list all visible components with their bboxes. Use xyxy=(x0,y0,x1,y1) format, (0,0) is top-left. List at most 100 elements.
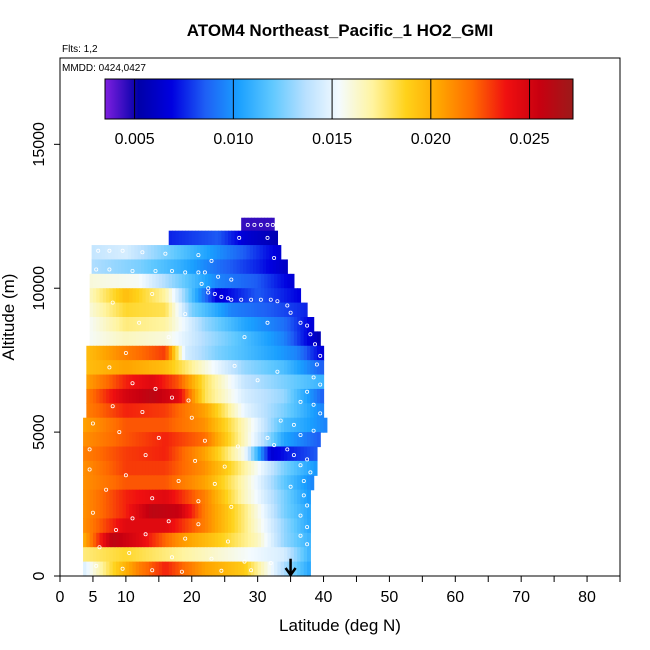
heat-cell xyxy=(127,245,132,261)
heat-cell xyxy=(148,504,153,520)
heat-cell xyxy=(191,302,196,318)
heat-cell xyxy=(155,317,160,332)
heat-cell xyxy=(96,288,101,304)
heat-cell xyxy=(89,547,94,563)
heat-cell xyxy=(211,432,216,448)
heat-cell xyxy=(129,504,134,520)
heat-cell xyxy=(109,504,114,520)
observation-point xyxy=(94,563,99,568)
heat-cell xyxy=(185,317,190,332)
heat-cell xyxy=(260,460,265,476)
heat-cell xyxy=(320,403,325,419)
heat-cell xyxy=(198,230,203,246)
heat-cell xyxy=(139,345,143,361)
heat-cell xyxy=(300,547,305,563)
heat-cell xyxy=(139,446,143,462)
observation-point xyxy=(229,277,234,282)
heat-cell xyxy=(96,360,101,376)
heat-cell xyxy=(267,518,272,534)
heat-cell xyxy=(280,360,285,376)
heat-cell xyxy=(316,331,321,347)
x-tick-label: 50 xyxy=(381,589,399,606)
heat-cell xyxy=(181,388,186,404)
heat-cell xyxy=(270,360,275,376)
heat-cell xyxy=(287,417,292,433)
heat-cell xyxy=(237,460,242,476)
heat-cell xyxy=(257,230,262,246)
heat-cell xyxy=(290,403,295,419)
heat-cell xyxy=(116,489,120,505)
heat-cell xyxy=(125,388,130,404)
heat-cell xyxy=(307,317,311,332)
heat-cell xyxy=(145,317,150,332)
heat-cell xyxy=(234,317,239,332)
observation-point xyxy=(120,248,125,253)
heat-cell xyxy=(320,388,325,404)
heat-cell xyxy=(244,302,249,318)
heat-cell xyxy=(228,547,232,563)
heat-cell xyxy=(214,403,219,419)
heat-cell xyxy=(228,532,232,548)
heat-cell xyxy=(231,417,236,433)
heat-cell xyxy=(246,245,251,261)
heat-cell xyxy=(260,446,265,462)
heat-cell xyxy=(139,561,143,577)
observation-point xyxy=(265,320,270,325)
heat-cell xyxy=(201,273,206,289)
heat-cell xyxy=(92,504,97,520)
heat-cell xyxy=(145,388,150,404)
heat-cell xyxy=(239,245,244,261)
heat-cell xyxy=(284,432,288,448)
heat-cell xyxy=(185,432,190,448)
heat-cell xyxy=(214,360,219,376)
heat-cell xyxy=(316,360,321,376)
heat-cell xyxy=(201,302,206,318)
heat-cell xyxy=(307,360,311,376)
heat-cell xyxy=(112,547,117,563)
heat-cell xyxy=(218,460,223,476)
heat-cell xyxy=(208,360,213,376)
heat-cell xyxy=(185,360,190,376)
heat-cell xyxy=(148,331,153,347)
heat-cell xyxy=(173,245,178,261)
heat-cell xyxy=(195,273,199,289)
observation-point xyxy=(127,551,132,556)
observation-point xyxy=(232,363,237,368)
heat-cell xyxy=(293,403,298,419)
heat-cell xyxy=(158,331,163,347)
heat-cell xyxy=(119,273,124,289)
heat-cell xyxy=(119,417,124,433)
heat-cell xyxy=(204,460,209,476)
heat-cell xyxy=(228,518,232,534)
observation-point xyxy=(229,297,234,302)
heat-cell xyxy=(241,374,246,390)
heat-cell xyxy=(211,388,216,404)
heat-cell xyxy=(290,460,295,476)
heat-cell xyxy=(237,331,242,347)
heat-cell xyxy=(231,504,236,520)
observation-point xyxy=(265,222,270,227)
heat-cell xyxy=(264,475,269,491)
heat-cell xyxy=(290,317,295,332)
heat-cell xyxy=(191,288,196,304)
heat-cell xyxy=(244,230,249,246)
heat-cell xyxy=(116,345,120,361)
heat-cell xyxy=(214,561,219,577)
heat-cell xyxy=(279,245,282,261)
heat-cell xyxy=(234,230,239,246)
heat-cell xyxy=(214,547,219,563)
heat-cell xyxy=(168,547,173,563)
heat-cell xyxy=(109,417,114,433)
heat-cell xyxy=(155,288,160,304)
heat-cell xyxy=(234,302,239,318)
heat-cell xyxy=(187,259,192,275)
y-tick-label: 5000 xyxy=(31,414,48,450)
heat-cell xyxy=(224,302,229,318)
observation-point xyxy=(255,378,260,383)
heat-cell xyxy=(251,302,255,318)
heat-cell xyxy=(112,446,117,462)
heat-cell xyxy=(139,547,143,563)
heat-cell xyxy=(297,504,302,520)
heat-cell xyxy=(218,417,223,433)
heat-cell xyxy=(162,504,167,520)
